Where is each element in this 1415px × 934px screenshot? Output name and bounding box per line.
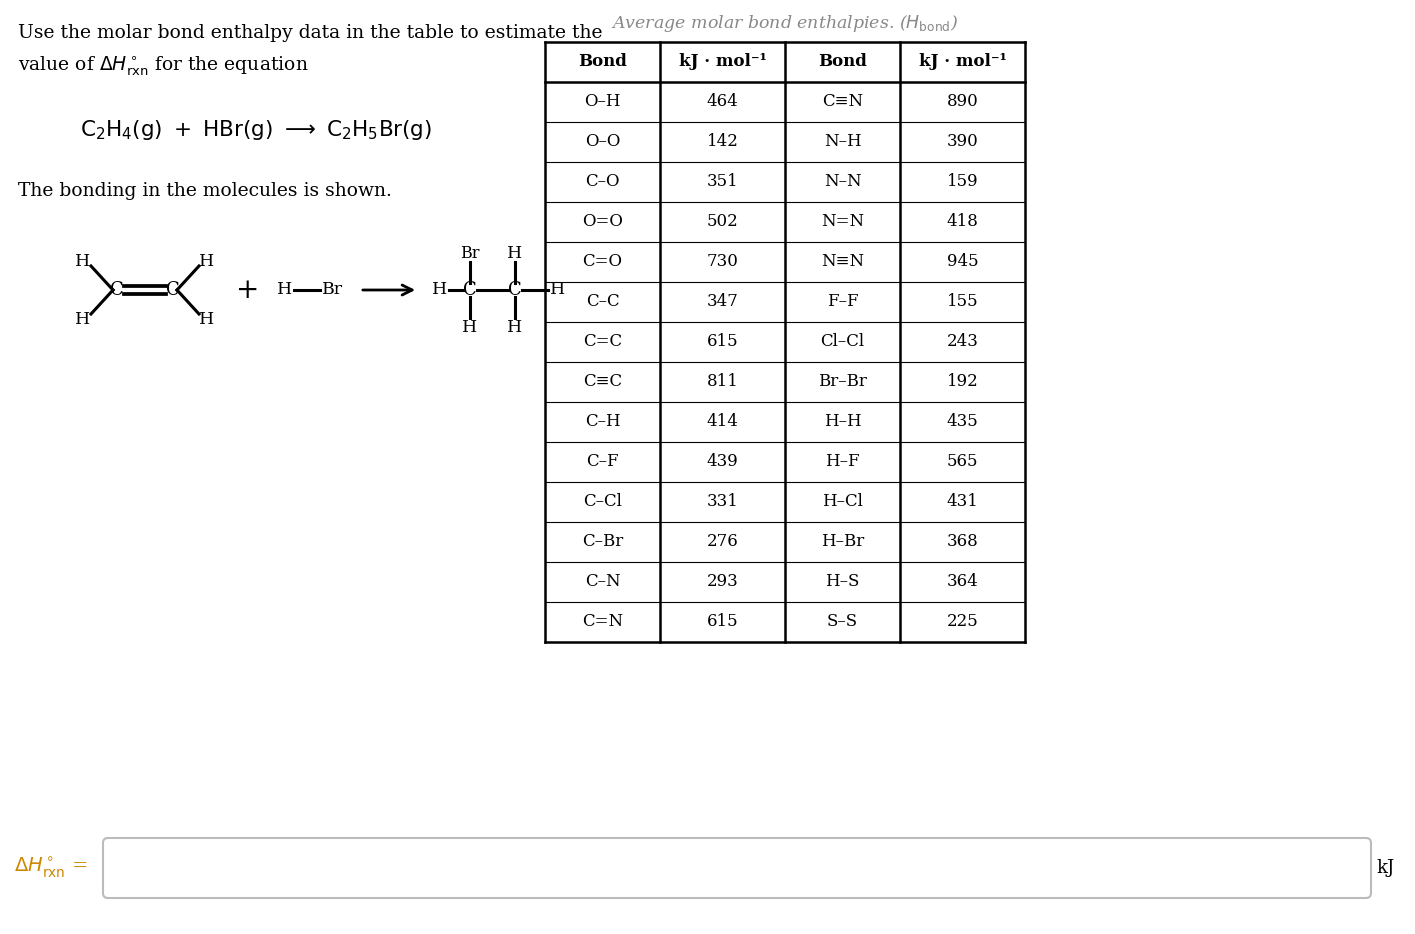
Text: C–Br: C–Br <box>582 533 623 550</box>
Text: The bonding in the molecules is shown.: The bonding in the molecules is shown. <box>18 182 392 200</box>
Text: 439: 439 <box>706 454 739 471</box>
Text: Average molar bond enthalpies. ($H_{\mathrm{bond}}$): Average molar bond enthalpies. ($H_{\mat… <box>611 13 958 34</box>
Text: 155: 155 <box>947 293 978 310</box>
Text: H–S: H–S <box>825 573 860 590</box>
Text: H: H <box>463 319 478 336</box>
Text: Br: Br <box>323 281 344 299</box>
Text: 418: 418 <box>947 214 978 231</box>
Text: C: C <box>110 281 125 299</box>
Text: N≡N: N≡N <box>821 253 865 271</box>
Text: C≡N: C≡N <box>822 93 863 110</box>
Text: C: C <box>166 281 180 299</box>
Text: kJ: kJ <box>1375 859 1394 877</box>
Text: Use the molar bond enthalpy data in the table to estimate the: Use the molar bond enthalpy data in the … <box>18 24 603 42</box>
Text: 414: 414 <box>706 414 739 431</box>
Text: H: H <box>433 281 447 299</box>
Text: C=O: C=O <box>583 253 623 271</box>
Text: 615: 615 <box>706 333 739 350</box>
Text: 243: 243 <box>947 333 978 350</box>
FancyBboxPatch shape <box>103 838 1371 898</box>
Text: H: H <box>277 281 293 299</box>
Text: Cl–Cl: Cl–Cl <box>821 333 865 350</box>
Text: 390: 390 <box>947 134 978 150</box>
Text: H–Br: H–Br <box>821 533 865 550</box>
Text: H: H <box>200 310 215 328</box>
Text: N–H: N–H <box>824 134 862 150</box>
Text: kJ · mol⁻¹: kJ · mol⁻¹ <box>918 53 1006 70</box>
Text: $\Delta H^\circ_{\mathrm{rxn}}$ =: $\Delta H^\circ_{\mathrm{rxn}}$ = <box>14 856 88 881</box>
Text: 730: 730 <box>706 253 739 271</box>
Text: C–N: C–N <box>584 573 620 590</box>
Text: F–F: F–F <box>826 293 859 310</box>
Text: Br–Br: Br–Br <box>818 374 867 390</box>
Text: O–O: O–O <box>584 134 620 150</box>
Text: C–Cl: C–Cl <box>583 493 623 511</box>
Text: Bond: Bond <box>579 53 627 70</box>
Text: H: H <box>200 252 215 270</box>
Text: H: H <box>75 310 91 328</box>
Text: H: H <box>508 245 522 262</box>
Text: H: H <box>75 252 91 270</box>
Text: C–C: C–C <box>586 293 620 310</box>
Text: 347: 347 <box>706 293 739 310</box>
Text: Br: Br <box>460 245 480 262</box>
Text: 293: 293 <box>706 573 739 590</box>
Text: C–H: C–H <box>584 414 620 431</box>
Text: 351: 351 <box>706 174 739 191</box>
Text: C–O: C–O <box>586 174 620 191</box>
Text: +: + <box>236 276 260 304</box>
Text: 945: 945 <box>947 253 978 271</box>
Text: C: C <box>463 281 477 299</box>
Text: value of $\Delta H^\circ_{\mathrm{rxn}}$ for the equation: value of $\Delta H^\circ_{\mathrm{rxn}}$… <box>18 54 308 78</box>
Text: C: C <box>508 281 522 299</box>
Text: 276: 276 <box>706 533 739 550</box>
Text: N=N: N=N <box>821 214 865 231</box>
Text: 435: 435 <box>947 414 978 431</box>
Text: 331: 331 <box>706 493 739 511</box>
Text: 565: 565 <box>947 454 978 471</box>
Text: 368: 368 <box>947 533 978 550</box>
Text: H: H <box>550 281 566 299</box>
Text: H–H: H–H <box>824 414 862 431</box>
Text: 364: 364 <box>947 573 978 590</box>
Text: kJ · mol⁻¹: kJ · mol⁻¹ <box>679 53 767 70</box>
Text: 142: 142 <box>706 134 739 150</box>
Text: N–N: N–N <box>824 174 862 191</box>
Text: 159: 159 <box>947 174 978 191</box>
Text: O–H: O–H <box>584 93 621 110</box>
Text: 464: 464 <box>706 93 739 110</box>
Text: C=N: C=N <box>582 614 623 630</box>
Text: $\mathrm{C_2H_4(g)\ +\ HBr(g)\ \longrightarrow\ C_2H_5Br(g)}$: $\mathrm{C_2H_4(g)\ +\ HBr(g)\ \longrigh… <box>81 118 432 142</box>
Text: C=C: C=C <box>583 333 623 350</box>
Text: C–F: C–F <box>586 454 618 471</box>
Text: H: H <box>508 319 522 336</box>
Text: 431: 431 <box>947 493 978 511</box>
Text: 811: 811 <box>706 374 739 390</box>
Text: 192: 192 <box>947 374 978 390</box>
Text: H–F: H–F <box>825 454 860 471</box>
Text: 615: 615 <box>706 614 739 630</box>
Text: 890: 890 <box>947 93 978 110</box>
Text: S–S: S–S <box>826 614 857 630</box>
Text: C≡C: C≡C <box>583 374 623 390</box>
Text: 225: 225 <box>947 614 978 630</box>
Text: H–Cl: H–Cl <box>822 493 863 511</box>
Text: 502: 502 <box>706 214 739 231</box>
Text: O=O: O=O <box>582 214 623 231</box>
Text: Bond: Bond <box>818 53 867 70</box>
